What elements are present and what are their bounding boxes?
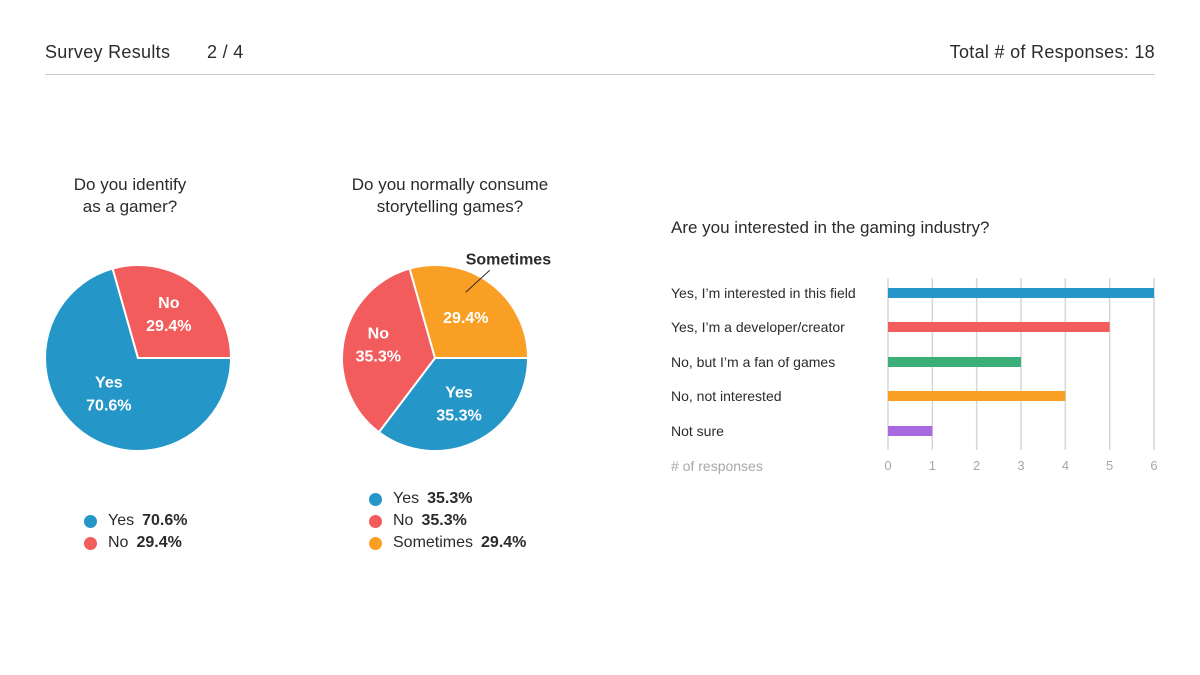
pie-slice-no xyxy=(341,267,437,434)
x-tick-label: 3 xyxy=(1017,458,1024,473)
bar xyxy=(888,426,933,436)
chart2-legend: Yes 35.3% No 35.3% Sometimes 29.4% xyxy=(369,488,526,554)
total-responses: Total # of Responses: 18 xyxy=(949,42,1155,62)
legend-label: Yes xyxy=(108,512,135,529)
chart3-title: Are you interested in the gaming industr… xyxy=(671,218,990,237)
legend-value: 70.6% xyxy=(142,512,188,529)
pie-label-value: 35.3% xyxy=(436,407,481,424)
pie-label-name: No xyxy=(158,295,180,312)
pie-label-value: 29.4% xyxy=(146,318,191,335)
header-divider xyxy=(45,74,1155,75)
legend-item-no: No 35.3% xyxy=(369,510,526,532)
pie-label-value: 70.6% xyxy=(86,398,131,415)
chart1-title-line1: Do you identify xyxy=(73,175,187,194)
legend-dot-yes xyxy=(84,514,97,528)
legend-dot-no xyxy=(84,536,97,550)
chart2-title-line1: Do you normally consume xyxy=(351,175,549,194)
legend-item-yes: Yes 70.6% xyxy=(84,510,187,532)
legend-value: 29.4% xyxy=(136,534,182,551)
callout-label: Sometimes xyxy=(466,251,551,268)
bar xyxy=(888,391,1066,401)
legend-dot-no xyxy=(369,514,382,528)
legend-value: 35.3% xyxy=(421,512,467,529)
pie-label-name: Yes xyxy=(445,384,473,401)
pie-slice-yes xyxy=(377,357,530,452)
chart1-legend: Yes 70.6% No 29.4% xyxy=(84,510,187,554)
chart1-title: Do you identify as a gamer? xyxy=(40,174,220,218)
legend-item-no: No 29.4% xyxy=(84,532,187,554)
pie-slice-sometimes xyxy=(408,264,530,359)
legend-value: 35.3% xyxy=(427,490,473,507)
bar-category-label: No, not interested xyxy=(671,388,782,404)
legend-label: Yes xyxy=(393,490,420,507)
pie-label-value: 35.3% xyxy=(356,348,401,365)
bar-category-label: Yes, I’m a developer/creator xyxy=(671,319,845,335)
legend-label: No xyxy=(393,512,414,529)
legend-label: No xyxy=(108,534,129,551)
pie-slice-yes xyxy=(44,267,233,452)
x-tick-label: 4 xyxy=(1062,458,1069,473)
legend-label: Sometimes xyxy=(393,534,474,551)
chart2-title-line2: storytelling games? xyxy=(376,197,524,216)
x-tick-label: 2 xyxy=(973,458,980,473)
x-tick-label: 5 xyxy=(1106,458,1113,473)
pie-label-name: Yes xyxy=(95,375,123,392)
pie-slice-no xyxy=(111,264,233,359)
page-indicator: 2 / 4 xyxy=(207,42,244,62)
bar xyxy=(888,288,1154,298)
callout-line xyxy=(465,269,491,293)
pie-label-value: 29.4% xyxy=(443,310,488,327)
chart1-title-line2: as a gamer? xyxy=(82,197,178,216)
chart2-title: Do you normally consume storytelling gam… xyxy=(330,174,570,218)
bar-category-label: Yes, I’m interested in this field xyxy=(671,285,856,301)
x-tick-label: 0 xyxy=(884,458,891,473)
x-axis-label: # of responses xyxy=(671,458,763,474)
bar xyxy=(888,357,1021,367)
legend-dot-yes xyxy=(369,492,382,506)
bar-category-label: Not sure xyxy=(671,423,724,439)
page-title: Survey Results xyxy=(45,42,171,62)
legend-value: 29.4% xyxy=(481,534,527,551)
legend-dot-sometimes xyxy=(369,536,382,550)
bar-category-label: No, but I’m a fan of games xyxy=(671,354,835,370)
pie-label-name: No xyxy=(368,325,390,342)
legend-item-sometimes: Sometimes 29.4% xyxy=(369,532,526,554)
legend-item-yes: Yes 35.3% xyxy=(369,488,526,510)
x-tick-label: 6 xyxy=(1150,458,1157,473)
x-tick-label: 1 xyxy=(929,458,936,473)
bar xyxy=(888,322,1110,332)
